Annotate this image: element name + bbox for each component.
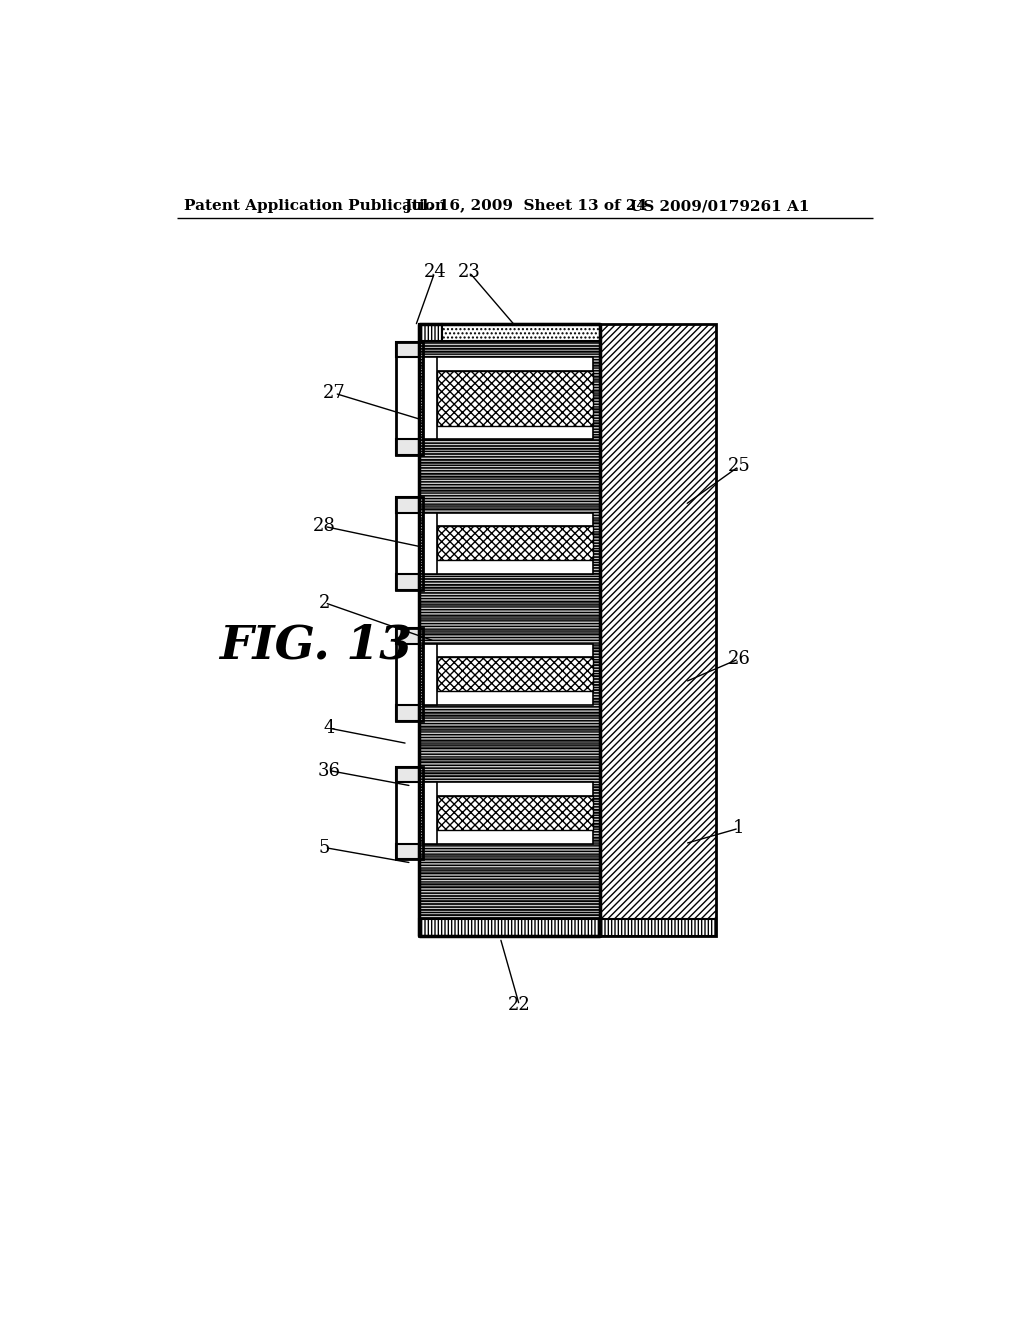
Bar xyxy=(396,440,419,455)
Text: 24: 24 xyxy=(423,264,446,281)
Text: 25: 25 xyxy=(727,458,751,475)
Bar xyxy=(423,781,437,843)
Bar xyxy=(423,644,593,657)
Text: 28: 28 xyxy=(313,517,336,536)
Bar xyxy=(437,657,593,692)
Bar xyxy=(396,342,423,455)
Bar xyxy=(396,342,419,358)
Bar xyxy=(419,323,600,936)
Bar xyxy=(396,574,419,590)
Text: Jul. 16, 2009  Sheet 13 of 24: Jul. 16, 2009 Sheet 13 of 24 xyxy=(403,199,647,213)
Text: FIG. 13: FIG. 13 xyxy=(219,623,413,669)
Text: 36: 36 xyxy=(317,762,341,780)
Bar xyxy=(419,323,442,341)
Bar xyxy=(419,919,716,936)
Text: 1: 1 xyxy=(733,820,744,837)
Text: 27: 27 xyxy=(324,384,346,403)
Bar xyxy=(396,843,419,859)
Bar xyxy=(396,767,423,859)
Bar xyxy=(396,767,419,781)
Bar xyxy=(423,512,437,574)
Bar xyxy=(423,560,593,574)
Bar xyxy=(396,705,419,721)
Bar xyxy=(396,628,419,644)
Bar xyxy=(396,498,423,590)
Text: Patent Application Publication: Patent Application Publication xyxy=(184,199,446,213)
Bar xyxy=(423,781,593,796)
Bar xyxy=(437,371,593,425)
Bar xyxy=(423,692,593,705)
Bar xyxy=(600,323,716,936)
Text: 4: 4 xyxy=(324,719,335,737)
Bar xyxy=(396,628,423,721)
Text: 23: 23 xyxy=(458,264,481,281)
Bar xyxy=(423,512,593,527)
Bar xyxy=(437,527,593,561)
Text: 22: 22 xyxy=(508,997,530,1014)
Bar xyxy=(396,498,419,512)
Text: 26: 26 xyxy=(727,649,751,668)
Bar xyxy=(423,644,437,705)
Text: 5: 5 xyxy=(318,838,331,857)
Text: 2: 2 xyxy=(318,594,331,611)
Bar xyxy=(423,358,593,371)
Bar xyxy=(423,358,437,440)
Bar xyxy=(423,425,593,440)
Bar xyxy=(423,830,593,843)
Bar xyxy=(437,796,593,830)
Bar xyxy=(442,323,600,341)
Text: US 2009/0179261 A1: US 2009/0179261 A1 xyxy=(630,199,809,213)
